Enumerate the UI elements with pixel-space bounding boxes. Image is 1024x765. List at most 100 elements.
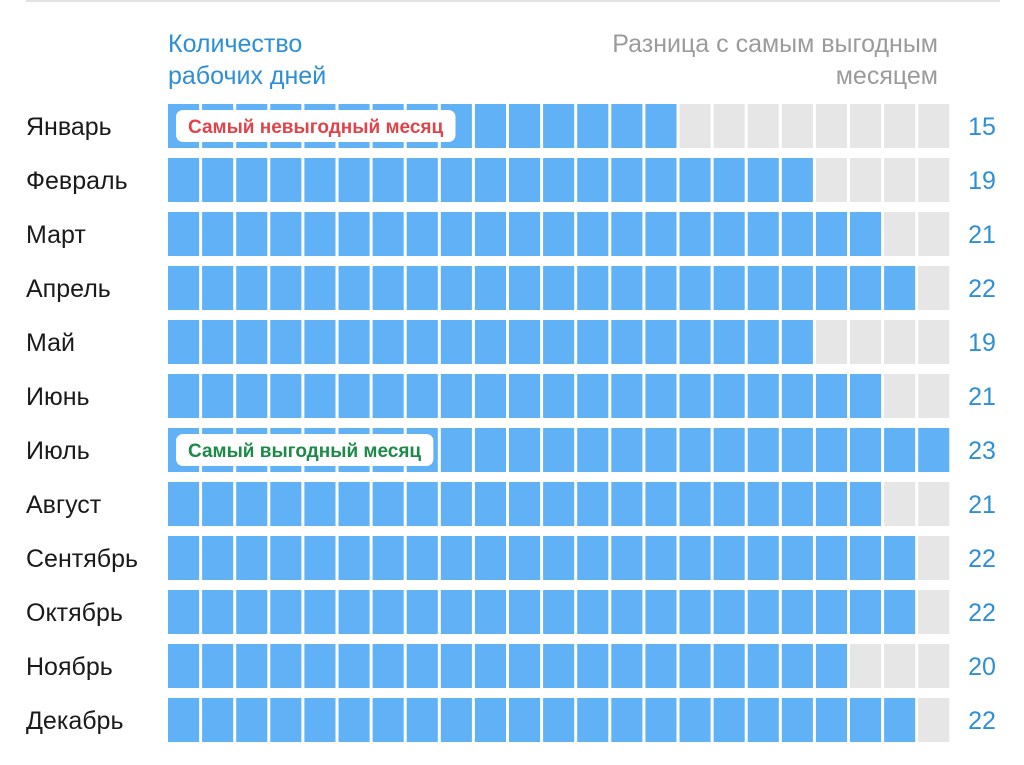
working-day-cell <box>577 644 609 688</box>
working-day-cell <box>509 428 541 472</box>
total-days-label: 21 <box>968 221 996 249</box>
working-day-cell <box>440 590 472 634</box>
working-day-cell <box>747 482 779 526</box>
working-day-cell <box>543 212 575 256</box>
working-day-cell <box>406 536 438 580</box>
difference-cell <box>679 104 711 148</box>
working-day-cell <box>543 698 575 742</box>
working-day-cell <box>645 536 677 580</box>
working-day-cell <box>850 428 882 472</box>
working-day-cell <box>815 644 847 688</box>
working-day-cell <box>474 590 506 634</box>
total-days-label: 15 <box>968 113 996 141</box>
total-days-label: 22 <box>968 707 996 735</box>
worst-month-annotation-badge <box>176 110 456 142</box>
working-day-cell <box>509 320 541 364</box>
working-day-cell <box>815 698 847 742</box>
working-day-cell <box>338 590 370 634</box>
working-day-cell <box>543 428 575 472</box>
difference-cell <box>884 482 916 526</box>
month-label: Июнь <box>26 383 90 411</box>
working-day-cell <box>372 212 404 256</box>
working-day-cell <box>304 320 336 364</box>
working-day-cell <box>236 590 268 634</box>
difference-cell <box>918 266 950 310</box>
total-days-label: 19 <box>968 167 996 195</box>
working-day-cell <box>474 320 506 364</box>
working-day-cell <box>713 644 745 688</box>
working-day-cell <box>815 266 847 310</box>
working-day-cell <box>509 698 541 742</box>
difference-cell <box>850 320 882 364</box>
working-day-cell <box>850 536 882 580</box>
working-day-cell <box>679 644 711 688</box>
working-day-cell <box>236 644 268 688</box>
working-day-cell <box>713 536 745 580</box>
working-day-cell <box>577 320 609 364</box>
working-day-cell <box>611 536 643 580</box>
working-day-cell <box>372 482 404 526</box>
difference-cell <box>918 104 950 148</box>
working-day-cell <box>815 536 847 580</box>
working-day-cell <box>713 212 745 256</box>
working-day-cell <box>338 374 370 418</box>
working-day-cell <box>781 266 813 310</box>
difference-cell <box>815 158 847 202</box>
working-day-cell <box>815 428 847 472</box>
difference-cell <box>918 482 950 526</box>
working-day-cell <box>236 374 268 418</box>
working-day-cell <box>168 698 200 742</box>
working-day-cell <box>304 212 336 256</box>
month-label: Май <box>26 329 75 357</box>
working-day-cell <box>543 590 575 634</box>
difference-cell <box>884 104 916 148</box>
working-day-cell <box>236 698 268 742</box>
working-day-cell <box>611 266 643 310</box>
working-day-cell <box>509 374 541 418</box>
working-day-cell <box>781 320 813 364</box>
working-day-cell <box>406 698 438 742</box>
working-day-cell <box>679 266 711 310</box>
month-label: Декабрь <box>26 707 123 735</box>
working-day-cell <box>474 266 506 310</box>
working-day-cell <box>577 482 609 526</box>
working-day-cell <box>713 158 745 202</box>
working-day-cell <box>577 428 609 472</box>
working-day-cell <box>543 158 575 202</box>
difference-cell <box>850 104 882 148</box>
working-day-cell <box>543 104 575 148</box>
working-day-cell <box>815 212 847 256</box>
working-day-cell <box>781 536 813 580</box>
working-day-cell <box>611 374 643 418</box>
working-day-cell <box>202 698 234 742</box>
working-day-cell <box>406 590 438 634</box>
working-day-cell <box>474 644 506 688</box>
working-day-cell <box>815 374 847 418</box>
working-day-cell <box>611 482 643 526</box>
working-day-cell <box>202 158 234 202</box>
working-day-cell <box>815 482 847 526</box>
working-day-cell <box>304 374 336 418</box>
working-day-cell <box>543 644 575 688</box>
working-day-cell <box>713 374 745 418</box>
working-day-cell <box>884 590 916 634</box>
working-day-cell <box>577 104 609 148</box>
working-day-cell <box>850 590 882 634</box>
working-day-cell <box>236 320 268 364</box>
working-day-cell <box>815 590 847 634</box>
working-day-cell <box>270 482 302 526</box>
working-day-cell <box>747 320 779 364</box>
working-day-cell <box>509 104 541 148</box>
total-days-label: 21 <box>968 383 996 411</box>
working-day-cell <box>781 212 813 256</box>
working-day-cell <box>202 644 234 688</box>
working-day-cell <box>270 698 302 742</box>
total-days-label: 23 <box>968 437 996 465</box>
working-day-cell <box>645 104 677 148</box>
working-day-cell <box>440 212 472 256</box>
working-day-cell <box>304 158 336 202</box>
working-day-cell <box>884 266 916 310</box>
working-day-cell <box>577 374 609 418</box>
difference-cell <box>884 320 916 364</box>
total-days-label: 22 <box>968 599 996 627</box>
